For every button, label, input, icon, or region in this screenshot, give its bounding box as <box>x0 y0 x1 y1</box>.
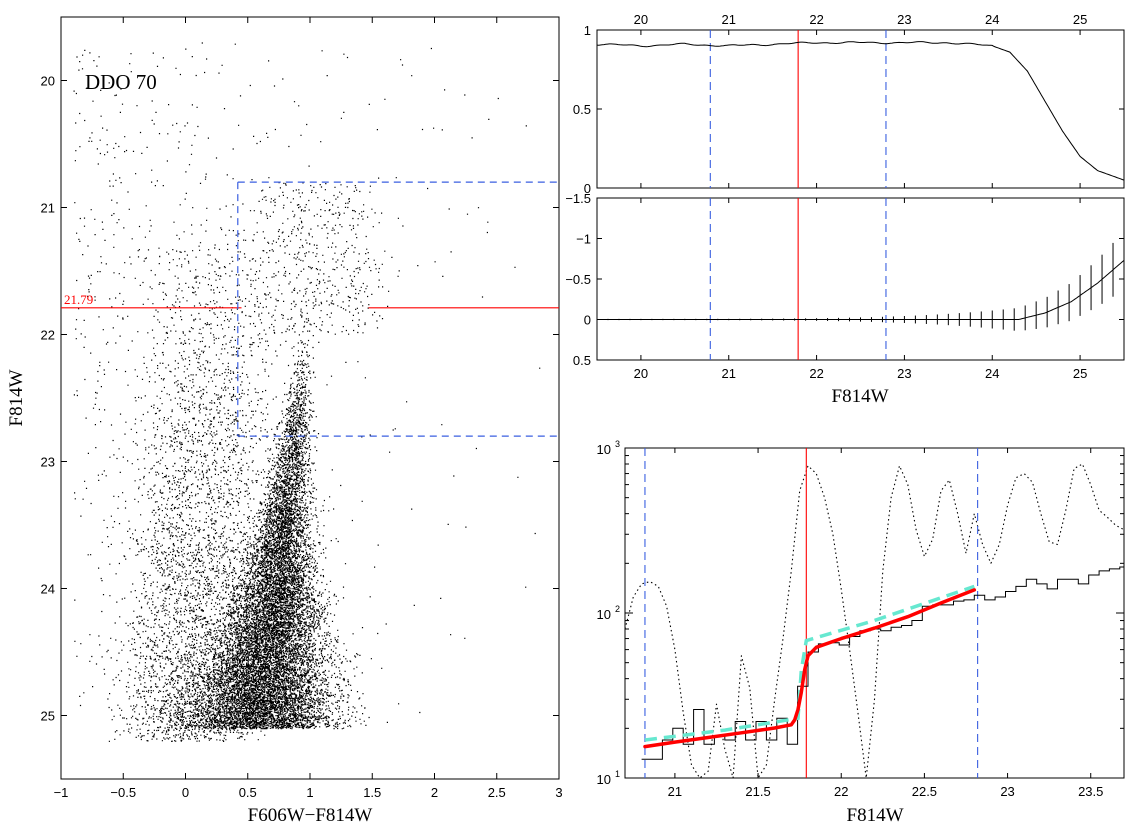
lf-xlabel: F814W <box>847 805 904 826</box>
completeness-ticks: 20 21 22 23 24 25 0 0.5 1 <box>573 12 1124 196</box>
cmd-ytick-label: 22 <box>41 328 55 343</box>
cmd-xtick-label: 1.5 <box>363 785 381 800</box>
bias-panel: 20 21 22 23 24 25 −1.5 −1 −0.5 0 0.5 F814W <box>565 191 1125 407</box>
bias-xtick-label: 20 <box>634 366 648 381</box>
bias-ytick-label: −1 <box>576 232 591 247</box>
cmd-xtick-label: 0.5 <box>239 785 257 800</box>
cmd-overlays: 21.79 <box>61 181 559 437</box>
completeness-axes-frame <box>596 29 1125 189</box>
comp-xtick-label: 25 <box>1073 12 1087 27</box>
comp-ytick-label: 0 <box>584 181 591 196</box>
cmd-xtick-label: −0.5 <box>110 785 136 800</box>
cmd-ylabel: F814W <box>6 369 27 426</box>
cmd-xtick-label: 1 <box>306 785 313 800</box>
lf-ytick-exponent: 1 <box>615 769 620 779</box>
bias-line <box>597 260 1125 320</box>
lf-ytick-exponent: 2 <box>615 604 620 614</box>
trgb-label: 21.79 <box>64 292 93 307</box>
bias-axes-frame <box>596 197 1125 361</box>
cmd-ytick-label: 21 <box>41 201 55 216</box>
cmd-title: DDO 70 <box>85 70 157 94</box>
lf-ytick-label: 10 <box>597 607 611 622</box>
bias-xtick-label: 22 <box>809 366 823 381</box>
cmd-xtick-label: 2.5 <box>488 785 506 800</box>
bias-content <box>596 198 1125 360</box>
comp-xtick-label: 23 <box>897 12 911 27</box>
cmd-xtick-label: −1 <box>54 785 69 800</box>
lf-dashed-fit <box>644 584 975 742</box>
comp-ytick-label: 1 <box>584 23 591 38</box>
lf-ytick-exponent: 3 <box>615 439 620 449</box>
lf-histogram <box>641 566 1124 760</box>
lf-axes-frame <box>624 447 1125 779</box>
lf-content <box>625 448 1124 778</box>
lf-xtick-label: 21.5 <box>745 784 770 799</box>
cmd-ytick-label: 20 <box>41 74 55 89</box>
cmd-scatter-points <box>73 42 541 742</box>
cmd-xtick-label: 3 <box>555 785 562 800</box>
comp-xtick-label: 21 <box>722 12 736 27</box>
bias-ytick-label: −1.5 <box>565 191 591 206</box>
bias-xlabel: F814W <box>832 386 889 407</box>
lf-xtick-label: 23 <box>1000 784 1014 799</box>
cmd-ticks: −1 −0.5 0 0.5 1 1.5 2 2.5 3 20 21 22 23 24 25 <box>41 17 563 800</box>
completeness-content <box>596 30 1125 188</box>
bias-xtick-label: 21 <box>722 366 736 381</box>
bias-xtick-label: 23 <box>897 366 911 381</box>
cmd-ytick-label: 25 <box>41 709 55 724</box>
edge-response-dotted <box>625 463 1124 778</box>
lf-ytick-label: 10 <box>597 442 611 457</box>
cmd-ytick-label: 24 <box>41 582 55 597</box>
lf-xtick-label: 21 <box>668 784 682 799</box>
lf-ytick-label: 10 <box>597 772 611 787</box>
lf-model-fit <box>643 588 977 749</box>
bias-xtick-label: 25 <box>1073 366 1087 381</box>
lf-ticks: 21 21.5 22 22.5 23 23.5 10 1 10 2 10 3 <box>597 439 1124 799</box>
cmd-xtick-label: 0 <box>182 785 189 800</box>
comp-ytick-label: 0.5 <box>573 102 591 117</box>
completeness-line <box>596 41 1125 181</box>
bias-ytick-label: 0 <box>584 313 591 328</box>
comp-xtick-label: 20 <box>634 12 648 27</box>
luminosity-function-panel: 21 21.5 22 22.5 23 23.5 10 1 10 2 10 3 F814W <box>597 439 1125 826</box>
cmd-xlabel: F606W−F814W <box>248 805 373 826</box>
bias-ticks: 20 21 22 23 24 25 −1.5 −1 −0.5 0 0.5 <box>565 191 1124 381</box>
bias-ytick-label: 0.5 <box>573 353 591 368</box>
lf-xtick-label: 22.5 <box>912 784 937 799</box>
cmd-xtick-label: 2 <box>431 785 438 800</box>
bias-ytick-label: −0.5 <box>565 272 591 287</box>
completeness-panel: 20 21 22 23 24 25 0 0.5 1 <box>573 12 1125 196</box>
cmd-panel: 21.79 −1 −0.5 0 0.5 1 1.5 2 2.5 3 20 21 22 23 24 25 DD… <box>6 16 563 826</box>
comp-xtick-label: 22 <box>809 12 823 27</box>
lf-xtick-label: 22 <box>834 784 848 799</box>
comp-xtick-label: 24 <box>985 12 999 27</box>
cmd-ytick-label: 23 <box>41 455 55 470</box>
bias-xtick-label: 24 <box>985 366 999 381</box>
cmd-star-points <box>73 42 541 742</box>
lf-xtick-label: 23.5 <box>1078 784 1103 799</box>
